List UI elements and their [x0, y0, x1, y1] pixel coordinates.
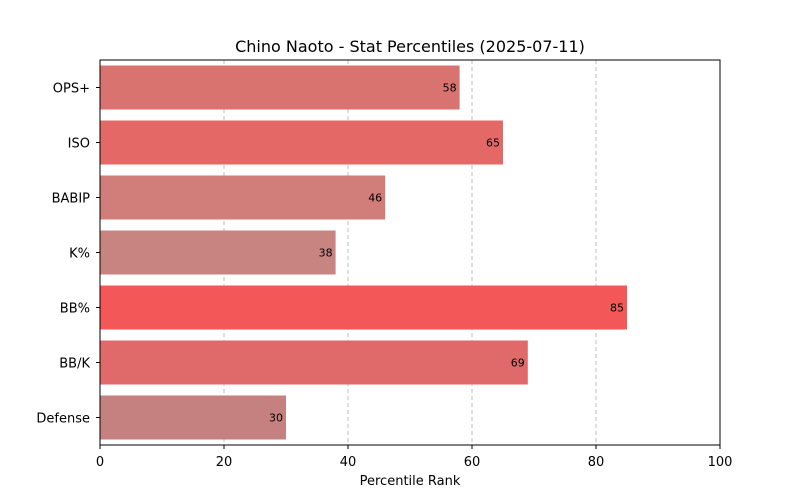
- bar-value-label: 38: [319, 247, 333, 260]
- bar: [100, 395, 286, 440]
- y-tick-label: BB/K: [59, 357, 90, 372]
- x-axis-label: Percentile Rank: [360, 474, 461, 489]
- bars: [100, 65, 627, 440]
- bar-value-label: 69: [511, 357, 525, 370]
- x-tick-label: 100: [708, 455, 733, 470]
- bar: [100, 175, 386, 220]
- x-tick-label: 20: [216, 455, 233, 470]
- y-tick-label: OPS+: [53, 82, 90, 97]
- x-tick-label: 40: [340, 455, 357, 470]
- y-tick-label: ISO: [68, 137, 90, 152]
- bar-value-label: 65: [486, 137, 500, 150]
- bar-value-label: 46: [368, 192, 382, 205]
- bar: [100, 65, 460, 110]
- y-tick-label: BB%: [60, 302, 90, 317]
- y-tick-label: BABIP: [52, 192, 91, 207]
- bar-value-label: 30: [269, 412, 283, 425]
- bar: [100, 340, 528, 385]
- x-tick-label: 80: [588, 455, 605, 470]
- y-axis-ticks: OPS+ ISO BABIP K% BB% BB/K Defense: [36, 82, 100, 427]
- x-tick-label: 0: [96, 455, 104, 470]
- bar-value-label: 85: [610, 302, 624, 315]
- bar-value-labels: 58 65 46 38 85 69 30: [269, 82, 624, 425]
- x-axis-ticks: 0 20 40 60 80 100: [96, 445, 733, 470]
- bar: [100, 230, 336, 275]
- x-tick-label: 60: [464, 455, 481, 470]
- y-tick-label: Defense: [36, 412, 90, 427]
- bar-value-label: 58: [443, 82, 457, 95]
- chart-title: Chino Naoto - Stat Percentiles (2025-07-…: [235, 37, 585, 56]
- bar: [100, 285, 627, 330]
- bar: [100, 120, 503, 165]
- y-tick-label: K%: [69, 247, 90, 262]
